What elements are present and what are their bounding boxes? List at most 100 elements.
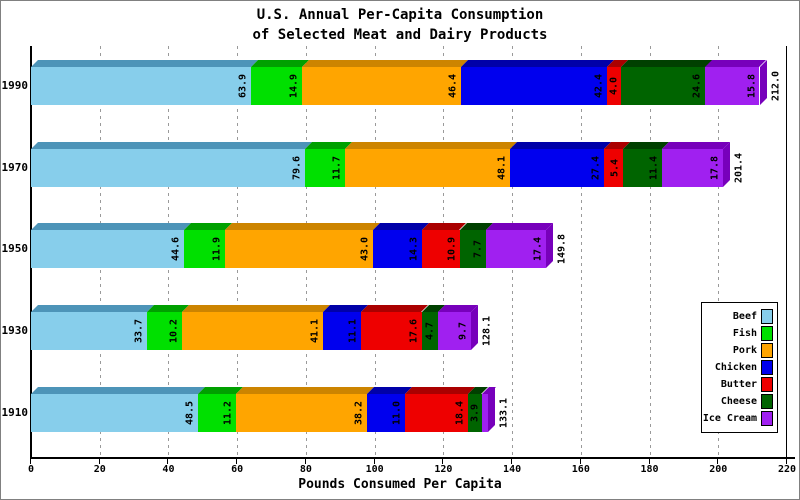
bar-segment-butter <box>405 394 469 432</box>
gridline-160 <box>580 46 582 458</box>
bar-segment-top-face <box>372 223 430 230</box>
bar-segment-top-face <box>31 142 312 149</box>
legend-label: Ice Cream <box>702 413 757 424</box>
legend-swatch-pork <box>761 343 773 358</box>
segment-value-label: 63.9 <box>237 73 249 99</box>
legend-label: Pork <box>732 345 757 356</box>
x-tick-label-100: 100 <box>365 464 384 475</box>
x-tick-label-40: 40 <box>162 464 175 475</box>
legend-swatch-chicken <box>761 360 773 375</box>
x-tick-40 <box>167 459 169 464</box>
x-tick-140 <box>511 459 513 464</box>
legend-label: Butter <box>720 379 757 390</box>
bar-segment-top-face <box>405 387 476 394</box>
gridline-180 <box>649 46 651 458</box>
x-tick-label-120: 120 <box>434 464 453 475</box>
bar-right-face <box>723 142 731 187</box>
bar-segment-cheese <box>620 67 706 105</box>
segment-value-label: 10.2 <box>168 318 180 344</box>
plot-right-border <box>786 46 787 458</box>
bar-segment-pork <box>225 230 373 268</box>
y-axis-label-1910: 1910 <box>1 406 29 419</box>
x-tick-label-220: 220 <box>777 464 797 475</box>
segment-value-label: 14.9 <box>288 73 300 99</box>
bar-segment-chicken <box>372 230 423 268</box>
bar-segment-top-face <box>250 60 309 67</box>
segment-value-label: 48.1 <box>496 155 508 181</box>
bar-segment-pork <box>301 67 462 105</box>
segment-value-label: 4.7 <box>424 321 436 341</box>
bar-segment-fish <box>184 230 226 268</box>
segment-value-label: 11.0 <box>391 400 403 426</box>
segment-value-label: 41.1 <box>309 318 321 344</box>
legend-swatch-ice-cream <box>761 411 773 426</box>
bar-right-face <box>545 223 553 268</box>
y-axis-label-1930: 1930 <box>1 324 29 337</box>
y-axis-label-1970: 1970 <box>1 161 29 174</box>
bar-segment-beef <box>31 230 185 268</box>
x-tick-label-20: 20 <box>93 464 106 475</box>
bar-right-face <box>488 387 496 432</box>
bar-segment-beef <box>31 394 198 432</box>
legend-item-pork: Pork <box>702 342 777 359</box>
bar-segment-top-face <box>661 142 731 149</box>
bar-segment-ice-cream <box>481 394 489 432</box>
bar-segment-beef <box>31 312 147 350</box>
legend-swatch-butter <box>761 377 773 392</box>
y-axis-label-1950: 1950 <box>1 242 29 255</box>
segment-value-label: 17.4 <box>532 236 544 262</box>
segment-value-label: 27.4 <box>590 155 602 181</box>
bar-segment-ice-cream <box>437 312 472 350</box>
bar-segment-top-face <box>181 305 331 312</box>
x-tick-label-60: 60 <box>231 464 244 475</box>
bar-segment-top-face <box>620 60 713 67</box>
bar-total-label: 201.4 <box>733 152 745 184</box>
x-tick-20 <box>98 459 100 464</box>
bar-segment-fish <box>146 312 182 350</box>
bar-segment-pork <box>181 312 324 350</box>
bar-segment-top-face <box>31 305 154 312</box>
legend-swatch-fish <box>761 326 773 341</box>
bar-segment-ice-cream <box>661 149 724 187</box>
bar-segment-top-face <box>301 60 469 67</box>
segment-value-label: 33.7 <box>133 318 145 344</box>
segment-value-label: 79.6 <box>291 155 303 181</box>
bar-segment-fish <box>197 394 237 432</box>
segment-value-label: 11.9 <box>211 236 223 262</box>
x-tick-80 <box>304 459 306 464</box>
segment-value-label: 11.4 <box>648 155 660 181</box>
legend-box: Beef Fish Pork Chicken Butter Cheese Ice Cream <box>701 302 778 433</box>
segment-value-label: 11.7 <box>331 155 343 181</box>
x-tick-100 <box>373 459 375 464</box>
bar-segment-pork <box>236 394 368 432</box>
x-tick-220 <box>786 459 787 464</box>
bar-segment-cheese <box>622 149 662 187</box>
bar-total-label: 128.1 <box>481 315 493 347</box>
segment-value-label: 46.4 <box>447 73 459 99</box>
segment-value-label: 18.4 <box>454 400 466 426</box>
legend-item-beef: Beef <box>702 308 777 325</box>
segment-value-label: 17.6 <box>408 318 420 344</box>
segment-value-label: 5.4 <box>609 158 621 178</box>
bar-segment-fish <box>250 67 302 105</box>
bar-right-face <box>471 305 479 350</box>
x-tick-120 <box>442 459 444 464</box>
bar-segment-chicken <box>461 67 607 105</box>
segment-value-label: 11.2 <box>222 400 234 426</box>
bar-segment-cheese <box>459 230 486 268</box>
bar-segment-top-face <box>705 60 767 67</box>
x-tick-label-0: 0 <box>27 464 35 475</box>
bar-segment-top-face <box>31 60 258 67</box>
segment-value-label: 11.1 <box>347 318 359 344</box>
segment-value-label: 3.9 <box>469 403 481 423</box>
segment-value-label: 9.7 <box>457 321 469 341</box>
bar-segment-butter <box>422 230 460 268</box>
bar-segment-top-face <box>485 223 553 230</box>
segment-value-label: 7.7 <box>472 239 484 259</box>
x-axis-line <box>30 457 795 459</box>
x-tick-label-200: 200 <box>709 464 728 475</box>
bar-segment-butter <box>361 312 422 350</box>
bar-segment-beef <box>31 149 305 187</box>
segment-value-label: 38.2 <box>353 400 365 426</box>
